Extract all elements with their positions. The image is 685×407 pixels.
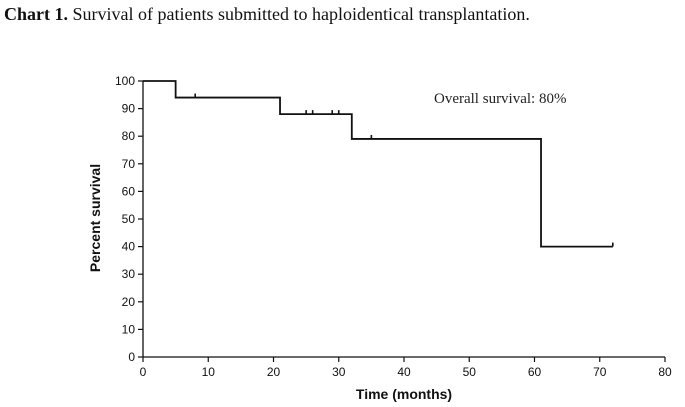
- y-tick-label: 0: [128, 350, 135, 364]
- y-axis-title: Percent survival: [87, 164, 103, 272]
- axes: 0 10 20 30 40 50 60 70 80 90 100 0 10 20 30 40 50 60 70 80: [115, 74, 672, 379]
- y-tick-label: 10: [122, 322, 136, 336]
- x-tick-label: 20: [267, 365, 281, 379]
- x-tick-label: 50: [463, 365, 477, 379]
- x-tick-label: 60: [528, 365, 542, 379]
- y-tick-label: 50: [122, 212, 136, 226]
- chart-caption: Chart 1. Survival of patients submitted …: [4, 4, 530, 25]
- x-tick-label: 70: [593, 365, 607, 379]
- y-tick-label: 80: [122, 129, 136, 143]
- caption-text: Survival of patients submitted to haploi…: [68, 4, 530, 24]
- caption-lead: Chart 1.: [4, 4, 68, 24]
- y-tick-label: 30: [122, 267, 136, 281]
- y-tick-label: 60: [122, 184, 136, 198]
- x-tick-label: 80: [658, 365, 672, 379]
- y-tick-label: 90: [122, 102, 136, 116]
- y-tick-label: 20: [122, 295, 136, 309]
- y-tick-label: 100: [115, 74, 135, 88]
- x-axis-title: Time (months): [356, 386, 452, 402]
- x-tick-label: 30: [332, 365, 346, 379]
- survival-step-line: [143, 80, 613, 248]
- survival-curve: [143, 80, 614, 248]
- y-tick-label: 70: [122, 157, 136, 171]
- overall-survival-annotation: Overall survival: 80%: [434, 91, 566, 107]
- x-tick-label: 40: [397, 365, 411, 379]
- y-tick-label: 40: [122, 240, 136, 254]
- x-tick-label: 10: [202, 365, 216, 379]
- x-tick-label: 0: [140, 365, 147, 379]
